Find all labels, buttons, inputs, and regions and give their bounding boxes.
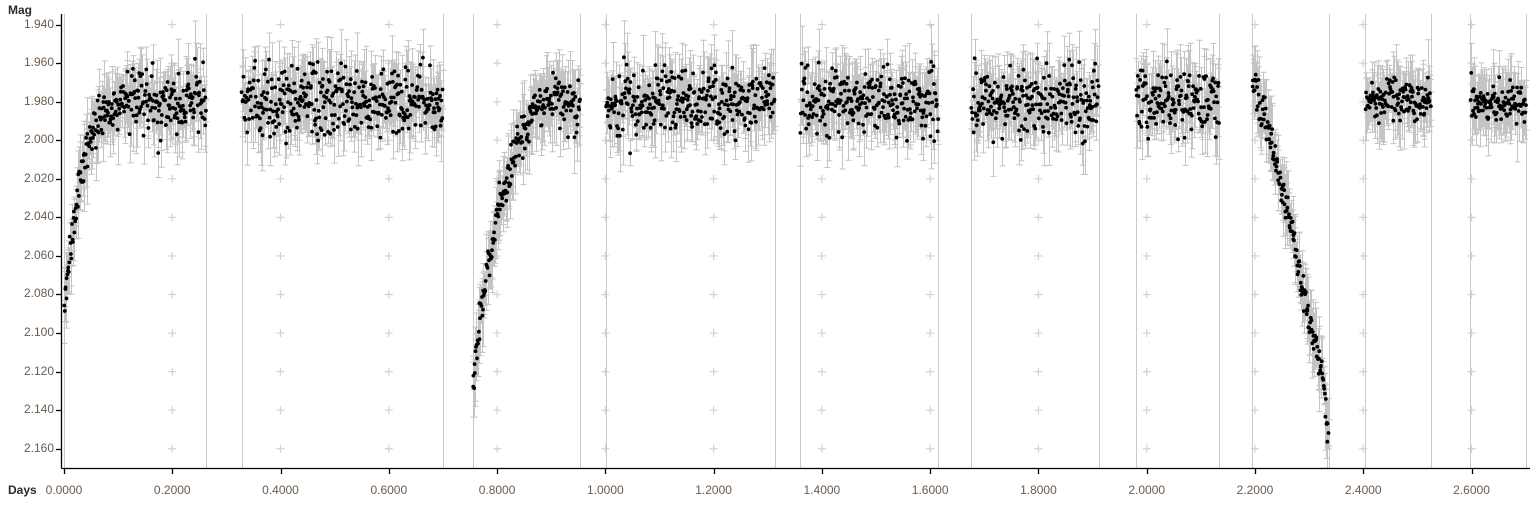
y-tick-label: 2.020 [23,170,54,185]
y-tick-label: 2.040 [23,209,54,224]
error-bars [61,20,1530,469]
x-tick-label: 0.0000 [45,483,83,497]
x-tick-label: 1.0000 [586,483,624,497]
x-tick-label: 0.8000 [478,483,516,497]
x-tick-label: 2.2000 [1236,483,1274,497]
y-tick-label: 2.160 [23,440,54,455]
data-points [62,55,1528,444]
y-tick-label: 1.980 [23,93,54,108]
x-tick-label: 0.4000 [262,483,299,497]
x-tick-label: 1.2000 [695,483,732,497]
y-tick-label: 2.060 [23,247,54,262]
x-tick-label: 2.6000 [1453,483,1490,497]
axis-lines [56,14,1530,474]
x-tick-label: 2.0000 [1128,483,1166,497]
x-tick-label: 0.2000 [153,483,191,497]
y-tick-label: 2.120 [23,363,54,378]
x-tick-label: 2.4000 [1344,483,1382,497]
x-tick-label: 1.4000 [803,483,841,497]
x-tick-label: 0.6000 [370,483,408,497]
x-tick-label: 1.8000 [1020,483,1057,497]
y-tick-label: 1.960 [23,55,54,70]
y-tick-label: 2.140 [23,402,54,417]
x-tick-label: 1.6000 [911,483,949,497]
x-axis-title: Days [8,483,37,497]
y-tick-label: 2.000 [23,132,54,147]
y-axis-title: Mag [8,3,32,17]
y-tick-label: 1.940 [23,16,54,31]
y-tick-label: 2.100 [23,325,54,340]
y-tick-label: 2.080 [23,286,54,301]
